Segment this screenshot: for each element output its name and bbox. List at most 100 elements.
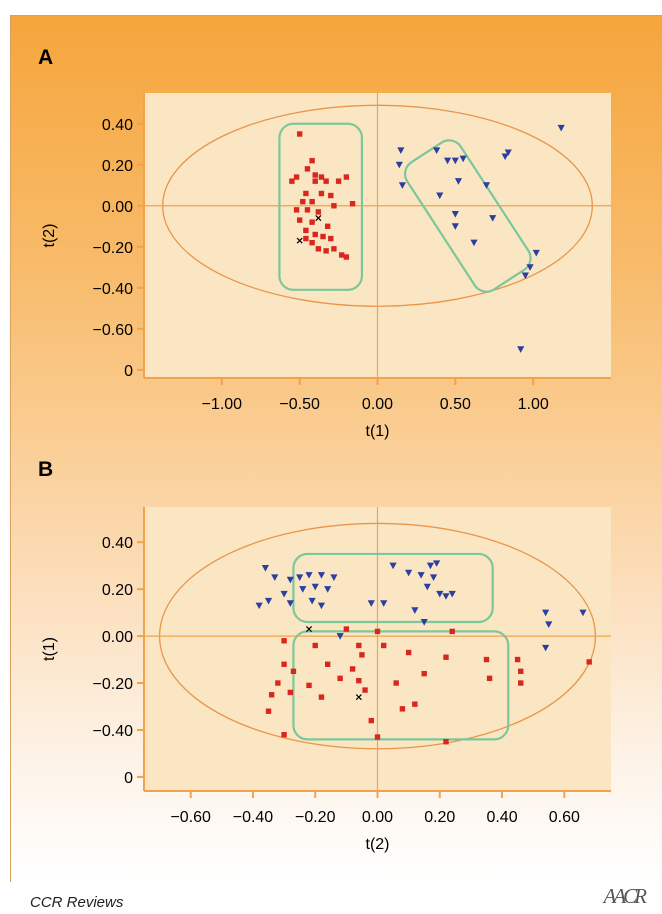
data-point-square	[300, 198, 306, 205]
data-point-square	[293, 174, 300, 180]
y-tick-label: −0.60	[93, 322, 134, 339]
data-point-square	[443, 739, 449, 745]
data-point-triangle	[397, 147, 405, 155]
y-tick-label: −0.20	[93, 676, 134, 693]
x-tick-label: −0.60	[170, 809, 211, 826]
x-tick-label: 0.20	[424, 809, 455, 826]
data-point-triangle	[324, 586, 332, 593]
data-point-square	[349, 666, 356, 672]
data-point-square	[337, 675, 343, 682]
data-point-square	[290, 668, 297, 674]
data-point-square	[268, 692, 275, 698]
panel-label-a: A	[38, 46, 54, 69]
data-point-triangle	[395, 161, 403, 169]
data-point-triangle	[280, 590, 288, 598]
data-point-square	[362, 687, 368, 693]
y-tick-label: 0.40	[102, 117, 133, 134]
data-point-triangle	[286, 600, 294, 607]
data-point-triangle	[420, 619, 428, 626]
data-point-square	[356, 642, 362, 649]
data-point-square	[312, 172, 318, 178]
data-point-triangle	[317, 602, 326, 610]
x-tick-label: 0.40	[486, 809, 517, 826]
data-point-triangle	[451, 157, 459, 165]
y-axis-title: t(1)	[41, 637, 58, 661]
data-point-triangle	[367, 600, 375, 607]
x-tick-label: 0.50	[440, 396, 471, 413]
data-point-square	[303, 227, 309, 234]
footer: CCR Reviews AACR	[10, 882, 662, 914]
data-point-square	[320, 233, 326, 240]
cross-marker	[305, 626, 313, 633]
y-tick-label: 0.00	[102, 629, 133, 646]
y-tick-label: 0	[124, 770, 133, 787]
data-point-triangle	[261, 565, 270, 572]
data-point-square	[303, 190, 309, 197]
data-point-square	[275, 680, 281, 686]
data-point-triangle	[442, 593, 450, 600]
data-point-square	[323, 178, 329, 184]
data-point-square	[287, 689, 294, 696]
data-point-triangle	[436, 590, 444, 598]
data-point-square	[393, 680, 399, 686]
data-point-triangle	[443, 157, 452, 165]
y-tick-label: 0.40	[102, 535, 133, 552]
data-point-square	[514, 656, 521, 663]
data-point-triangle	[336, 633, 344, 640]
data-point-triangle	[542, 609, 550, 617]
data-point-square	[335, 178, 342, 184]
data-point-square	[318, 174, 325, 180]
y-tick-label: −0.40	[93, 281, 134, 298]
group-box-2	[292, 630, 510, 741]
data-point-square	[331, 246, 337, 252]
data-point-square	[293, 207, 300, 213]
y-tick-label: 0.20	[102, 158, 133, 175]
journal-name: CCR Reviews	[30, 894, 124, 911]
data-point-triangle	[389, 562, 397, 570]
data-point-triangle	[398, 182, 407, 189]
chart-b: 0.40 0.20 0.00 −0.20 −0.40 0 −0.60 −0.40 −0.20 0.…	[41, 507, 611, 853]
x-tick-label: 0.00	[362, 396, 393, 413]
data-point-triangle	[423, 583, 431, 591]
data-point-triangle	[311, 583, 319, 591]
data-point-square	[518, 680, 524, 686]
data-point-triangle	[264, 597, 273, 605]
data-point-triangle	[501, 153, 509, 161]
data-point-square	[405, 649, 412, 656]
y-axis-title: t(2)	[41, 224, 58, 248]
data-point-triangle	[517, 346, 525, 353]
data-point-triangle	[557, 124, 565, 132]
data-point-triangle	[255, 602, 263, 610]
data-point-triangle	[271, 574, 279, 582]
data-point-square	[443, 654, 449, 660]
data-point-square	[318, 190, 325, 197]
data-point-triangle	[317, 572, 326, 579]
data-point-triangle	[299, 586, 307, 593]
data-point-square	[281, 661, 287, 667]
data-point-square	[356, 677, 362, 684]
data-point-square	[309, 157, 315, 164]
data-point-triangle	[451, 223, 459, 230]
cross-marker	[315, 215, 322, 222]
data-point-square	[518, 668, 524, 674]
x-tick-label: 0.00	[362, 809, 393, 826]
data-point-square	[338, 252, 345, 258]
data-point-square	[331, 203, 337, 209]
y-tick-label: −0.20	[93, 240, 134, 257]
data-point-square	[328, 235, 334, 242]
data-point-square	[412, 701, 418, 707]
y-tick-label: 0	[124, 363, 133, 380]
data-point-triangle	[545, 621, 553, 628]
panel-label-b: B	[38, 458, 54, 481]
data-point-triangle	[482, 182, 491, 189]
data-point-square	[312, 178, 318, 184]
data-point-square	[324, 661, 331, 667]
data-point-square	[486, 675, 493, 682]
data-point-square	[421, 670, 427, 677]
data-point-square	[381, 642, 387, 649]
x-tick-label: 0.60	[549, 809, 580, 826]
data-point-triangle	[532, 249, 540, 257]
data-point-square	[483, 656, 490, 663]
data-point-triangle	[286, 576, 294, 584]
y-tick-label: −0.40	[93, 723, 134, 740]
